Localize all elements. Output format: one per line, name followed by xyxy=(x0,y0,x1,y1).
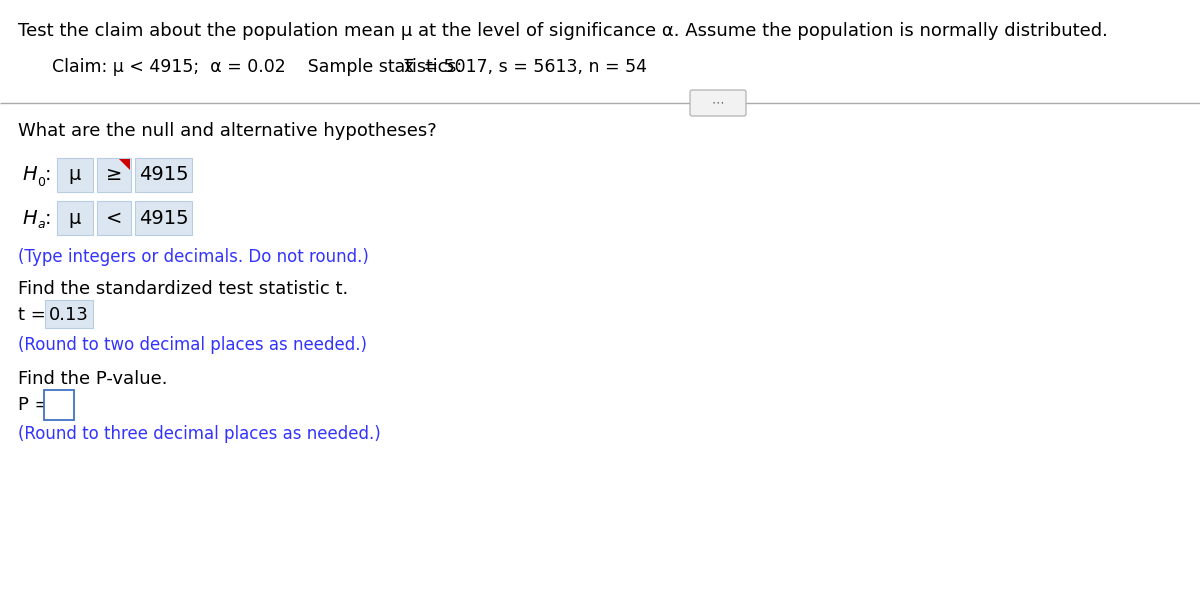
Text: Find the P-value.: Find the P-value. xyxy=(18,370,168,388)
Text: a: a xyxy=(37,219,44,231)
FancyBboxPatch shape xyxy=(690,90,746,116)
FancyBboxPatch shape xyxy=(58,201,94,235)
FancyBboxPatch shape xyxy=(58,158,94,192)
Text: ⋯: ⋯ xyxy=(712,96,725,110)
Text: H: H xyxy=(22,165,37,184)
Text: :: : xyxy=(46,208,52,228)
Text: = 5017, s = 5613, n = 54: = 5017, s = 5613, n = 54 xyxy=(418,58,647,76)
Text: Claim: μ < 4915;  α = 0.02    Sample statistics:: Claim: μ < 4915; α = 0.02 Sample statist… xyxy=(52,58,468,76)
Text: P =: P = xyxy=(18,396,55,414)
Text: μ: μ xyxy=(68,165,82,184)
FancyBboxPatch shape xyxy=(134,158,192,192)
Text: H: H xyxy=(22,208,37,228)
FancyBboxPatch shape xyxy=(134,201,192,235)
FancyBboxPatch shape xyxy=(97,201,131,235)
FancyBboxPatch shape xyxy=(44,390,74,420)
Text: :: : xyxy=(46,165,52,184)
Text: 0: 0 xyxy=(37,176,46,189)
FancyBboxPatch shape xyxy=(46,300,94,328)
Text: μ: μ xyxy=(68,208,82,228)
Text: Test the claim about the population mean μ at the level of significance α. Assum: Test the claim about the population mean… xyxy=(18,22,1108,40)
Text: 4915: 4915 xyxy=(139,208,188,228)
Text: Find the standardized test statistic t.: Find the standardized test statistic t. xyxy=(18,280,348,298)
Text: <: < xyxy=(106,208,122,228)
Text: (Round to three decimal places as needed.): (Round to three decimal places as needed… xyxy=(18,425,380,443)
FancyBboxPatch shape xyxy=(97,158,131,192)
Text: 4915: 4915 xyxy=(139,165,188,184)
Text: ≥: ≥ xyxy=(106,165,122,184)
Text: (Type integers or decimals. Do not round.): (Type integers or decimals. Do not round… xyxy=(18,248,368,266)
Text: 0.13: 0.13 xyxy=(49,306,89,324)
Text: t =: t = xyxy=(18,306,52,324)
Polygon shape xyxy=(119,159,130,170)
Text: What are the null and alternative hypotheses?: What are the null and alternative hypoth… xyxy=(18,122,437,140)
Text: x̅: x̅ xyxy=(404,58,414,76)
Text: (Round to two decimal places as needed.): (Round to two decimal places as needed.) xyxy=(18,336,367,354)
